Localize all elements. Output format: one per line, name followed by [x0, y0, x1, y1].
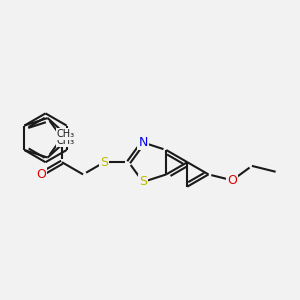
Text: S: S — [100, 156, 108, 169]
Text: CH₃: CH₃ — [57, 136, 75, 146]
Text: S: S — [139, 176, 147, 188]
Text: O: O — [36, 168, 46, 181]
Text: CH₃: CH₃ — [57, 129, 75, 140]
Text: O: O — [227, 174, 237, 187]
Text: N: N — [57, 131, 67, 144]
Text: N: N — [138, 136, 148, 149]
